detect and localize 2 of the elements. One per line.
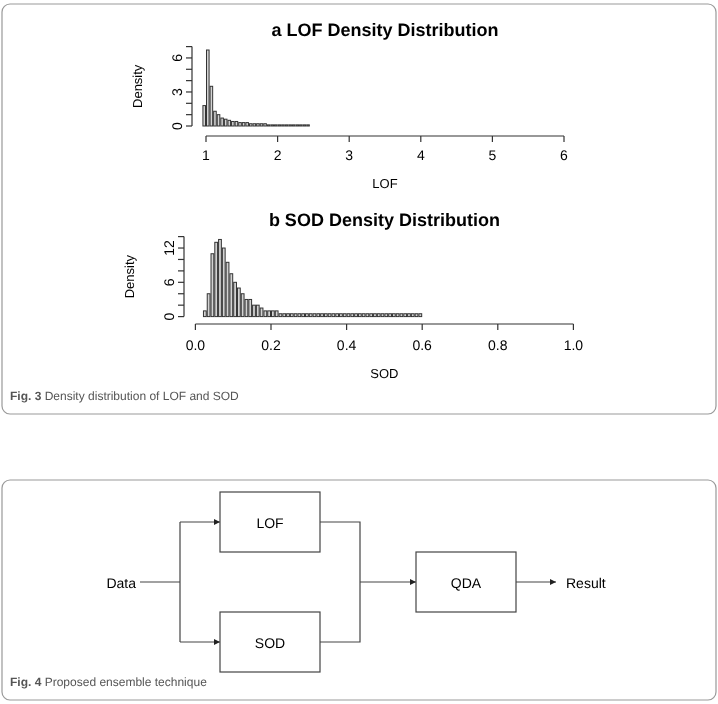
chart-title: b SOD Density Distribution (268, 210, 500, 230)
chart-title: a LOF Density Distribution (271, 20, 499, 40)
